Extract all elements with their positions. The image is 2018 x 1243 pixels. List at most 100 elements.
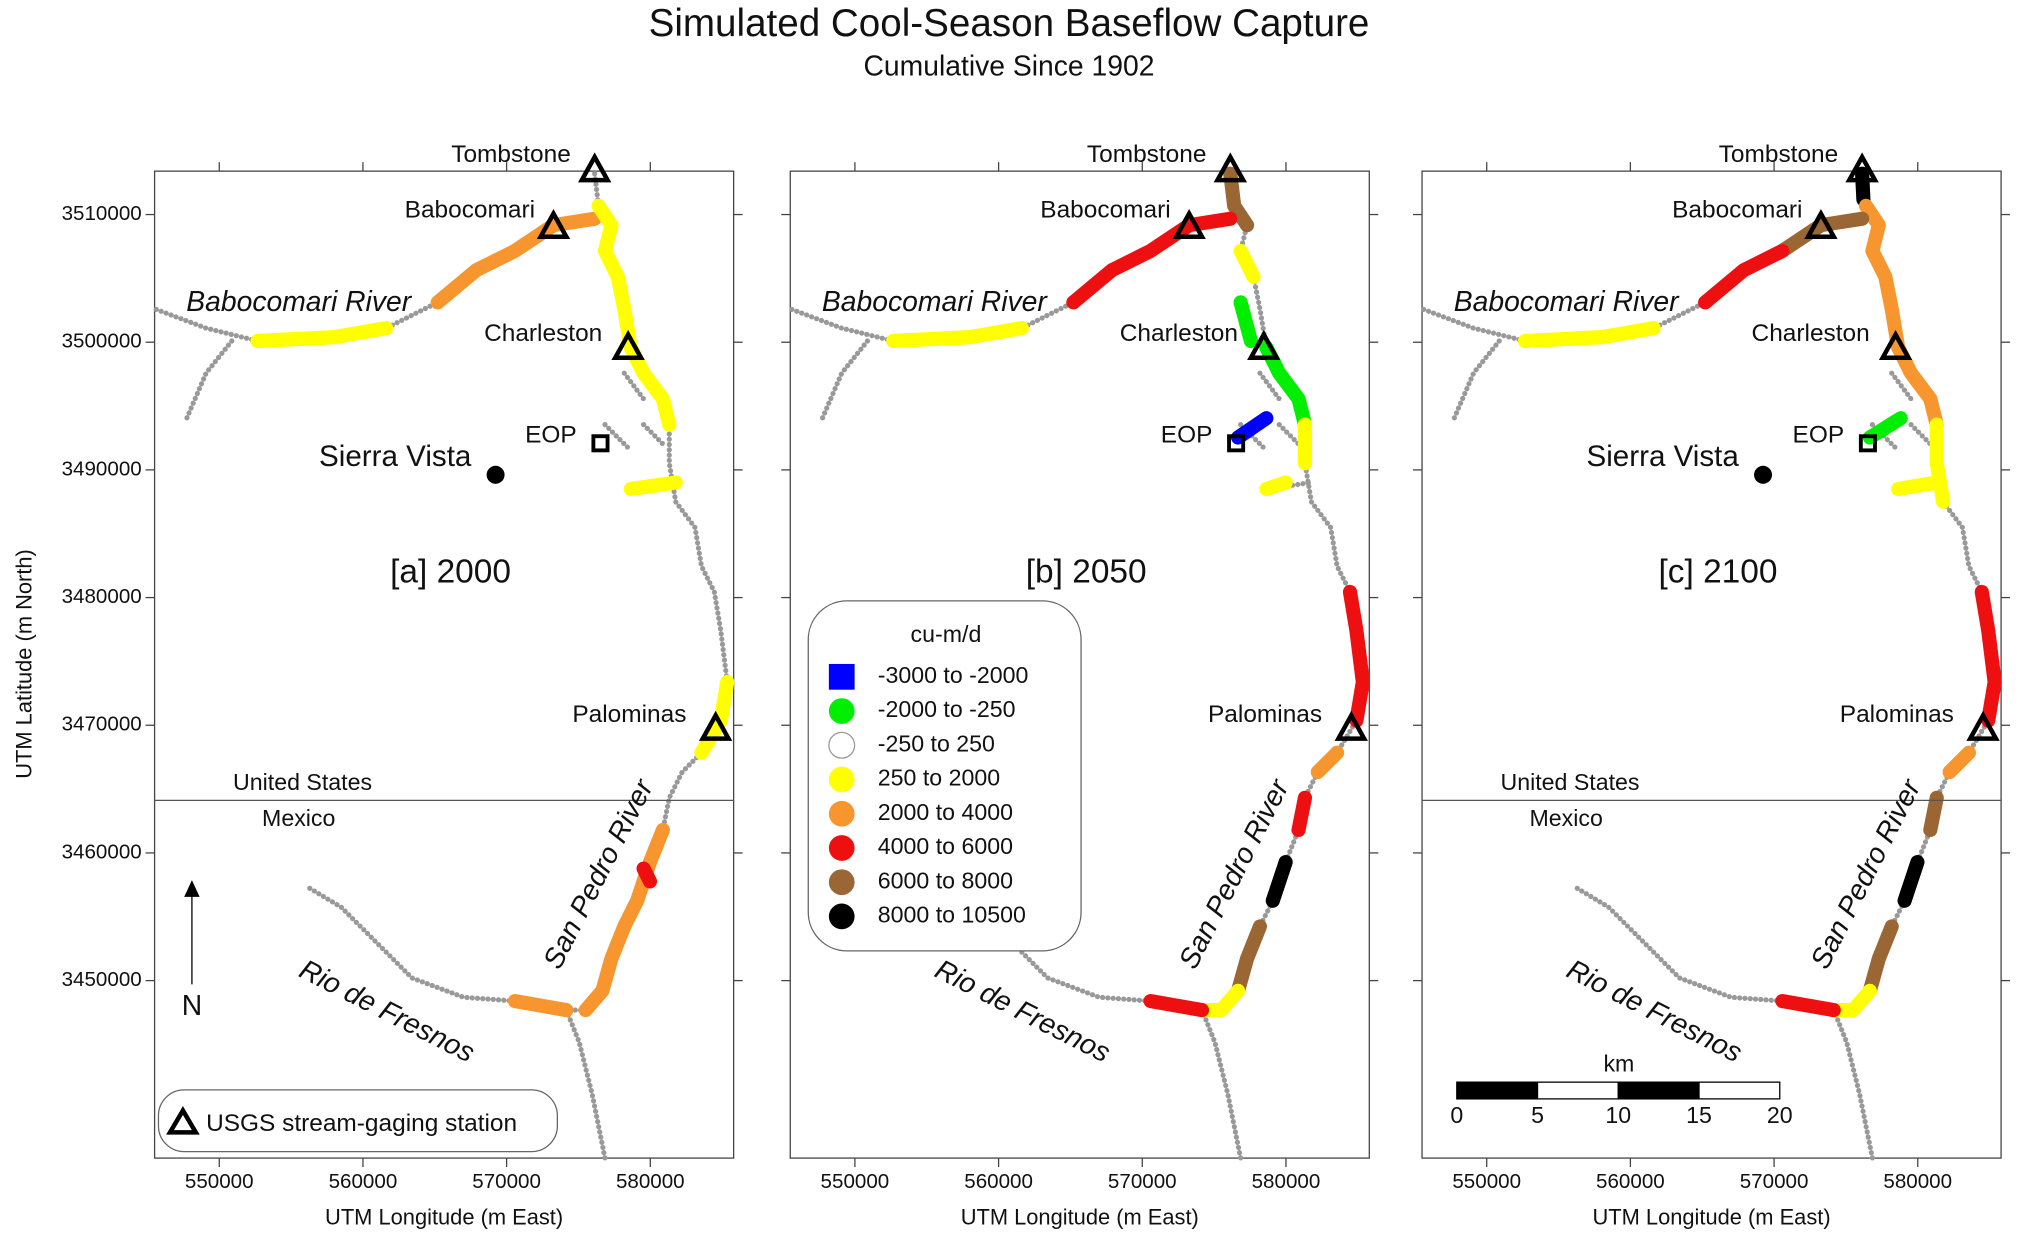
capture-segment <box>1897 855 1925 908</box>
gage-station <box>611 329 645 360</box>
capture-segment <box>591 198 677 432</box>
gage-station <box>1334 710 1368 741</box>
capture-segment <box>1066 211 1238 310</box>
gage-station <box>577 152 612 183</box>
place-label: Tombstone <box>451 141 571 168</box>
x-tick-label: 560000 <box>329 1170 398 1193</box>
panel-label: [c] 2100 <box>1659 554 1778 591</box>
legend-label: -2000 to -250 <box>878 696 1016 722</box>
legend-label: 2000 to 4000 <box>878 799 1013 825</box>
place-label: Tombstone <box>1719 141 1839 168</box>
y-tick-label: 3500000 <box>62 330 142 353</box>
place-label: Babocomari <box>405 196 535 223</box>
legend-label: 8000 to 10500 <box>878 902 1026 928</box>
capture-segment <box>1517 321 1661 349</box>
map-panel: 550000 560000 570000 580000 3450000 3460000 34… <box>62 141 743 1229</box>
capture-segment <box>1259 475 1293 497</box>
place-label: Rio de Fresnos <box>295 953 480 1069</box>
legend-symbol <box>828 698 855 724</box>
river-cell <box>621 370 647 402</box>
place-label: Babocomari River <box>822 285 1048 317</box>
x-tick-label: 570000 <box>1740 1170 1809 1193</box>
gage-station <box>1878 329 1913 360</box>
capture-segment <box>623 475 683 497</box>
capture-segment <box>430 211 602 310</box>
scale-bar-label: 5 <box>1531 1102 1544 1128</box>
capture-segment <box>1858 198 1938 406</box>
capture-segment <box>886 321 1029 349</box>
map-panel: 550000 560000 570000 580000 UTM Longitude (m… <box>1413 141 2011 1229</box>
city-marker <box>486 465 505 484</box>
river-cell <box>640 422 666 447</box>
legend-symbol <box>828 835 855 861</box>
legend-box <box>807 600 1082 952</box>
capture-segment <box>1698 243 1790 310</box>
x-tick-label: 550000 <box>821 1170 890 1193</box>
place-label: Palominas <box>1208 701 1322 728</box>
x-tick-label: 550000 <box>1452 1170 1521 1193</box>
legend-symbol <box>828 731 856 759</box>
y-axis-label: UTM Latitude (m North) <box>12 549 37 779</box>
y-tick-label: 3490000 <box>62 457 142 480</box>
gage-station <box>698 710 733 741</box>
scale-bar-label: 20 <box>1767 1102 1793 1128</box>
place-label: EOP <box>1161 422 1213 449</box>
y-tick-label: 3460000 <box>62 840 142 863</box>
x-tick-label: 580000 <box>1252 1170 1321 1193</box>
river-cell <box>819 338 871 421</box>
place-label: Babocomari <box>1672 196 1802 223</box>
gage-station <box>1213 152 1248 183</box>
x-tick-label: 570000 <box>472 1170 541 1193</box>
place-label: Charleston <box>484 320 602 347</box>
capture-segment <box>1233 243 1261 284</box>
scale-bar-segment <box>1536 1081 1619 1100</box>
legend-label: 250 to 2000 <box>878 765 1000 791</box>
river-cell <box>1199 1007 1244 1161</box>
place-label: Rio de Fresnos <box>1562 953 1747 1069</box>
scale-bar-title: km <box>1603 1051 1634 1077</box>
eop-marker <box>591 434 610 453</box>
scale-bar-label: 10 <box>1605 1102 1631 1128</box>
capture-segment <box>1342 584 1370 728</box>
gage-legend-box <box>157 1089 558 1153</box>
x-tick-label: 580000 <box>616 1170 685 1193</box>
capture-segment <box>1862 919 1899 998</box>
panel-label: [a] 2000 <box>390 554 511 591</box>
scale-bar-segment <box>1698 1081 1781 1100</box>
place-label: Palominas <box>1840 701 1954 728</box>
place-label: Tombstone <box>1087 141 1207 168</box>
gage-station <box>1966 710 2000 741</box>
scale-bar-label: 0 <box>1450 1102 1463 1128</box>
capture-segment <box>1233 295 1258 349</box>
x-axis-label: UTM Longitude (m East) <box>1593 1204 1831 1229</box>
place-label: Mexico <box>262 805 335 831</box>
place-label: Palominas <box>572 701 686 728</box>
scale-bar-segment <box>1456 1081 1539 1100</box>
capture-segment <box>1942 745 1976 780</box>
river-cell <box>563 1007 608 1161</box>
gage-legend-symbol <box>166 1106 200 1135</box>
panel-frame <box>153 170 735 1159</box>
legend-symbol <box>828 800 855 827</box>
river-cell <box>1257 370 1282 402</box>
place-label: Rio de Fresnos <box>930 953 1115 1069</box>
gage-legend-label: USGS stream-gaging station <box>206 1110 517 1137</box>
place-label: Charleston <box>1752 320 1870 347</box>
capture-segment <box>1259 340 1313 432</box>
capture-segment <box>1265 855 1293 908</box>
x-tick-label: 580000 <box>1883 1170 1952 1193</box>
capture-segment <box>1230 919 1267 998</box>
legend-label: -3000 to -2000 <box>878 662 1029 688</box>
x-tick-label: 570000 <box>1108 1170 1177 1193</box>
eop-marker <box>1227 434 1246 453</box>
capture-segment <box>1291 790 1313 838</box>
river-cell <box>1831 1007 1875 1161</box>
eop-marker <box>1858 434 1877 453</box>
legend-label: -250 to 250 <box>878 730 995 756</box>
place-label: Sierra Vista <box>319 440 472 473</box>
place-label: EOP <box>525 422 577 449</box>
legend-label: 4000 to 6000 <box>878 833 1013 859</box>
place-label: United States <box>1501 769 1640 795</box>
